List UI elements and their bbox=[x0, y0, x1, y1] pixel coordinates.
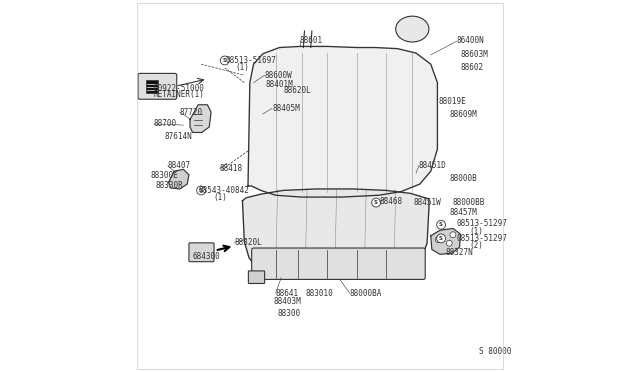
Text: 88000BA: 88000BA bbox=[349, 289, 382, 298]
Polygon shape bbox=[190, 105, 211, 132]
Polygon shape bbox=[168, 169, 189, 189]
Text: 88603M: 88603M bbox=[460, 51, 488, 60]
Text: 88403M: 88403M bbox=[274, 297, 301, 306]
Circle shape bbox=[446, 240, 452, 246]
Text: S: S bbox=[439, 236, 443, 241]
Text: 88401M: 88401M bbox=[266, 80, 293, 89]
Text: S: S bbox=[374, 200, 378, 205]
Polygon shape bbox=[248, 46, 437, 197]
FancyBboxPatch shape bbox=[138, 73, 177, 99]
Text: 08543-40842: 08543-40842 bbox=[198, 186, 249, 195]
Text: 88609M: 88609M bbox=[449, 109, 477, 119]
Text: S: S bbox=[199, 188, 203, 193]
Polygon shape bbox=[243, 189, 429, 278]
Ellipse shape bbox=[396, 16, 429, 42]
Text: 08513-51297: 08513-51297 bbox=[456, 219, 508, 228]
Text: 88418: 88418 bbox=[220, 164, 243, 173]
Text: 88601: 88601 bbox=[300, 36, 323, 45]
Text: 88300: 88300 bbox=[278, 309, 301, 318]
Text: 88451D: 88451D bbox=[419, 161, 447, 170]
Text: S: S bbox=[223, 58, 227, 63]
Text: 88320L: 88320L bbox=[234, 238, 262, 247]
Text: 88330R: 88330R bbox=[156, 182, 184, 190]
Text: RETAINER(1): RETAINER(1) bbox=[153, 90, 204, 99]
Text: S: S bbox=[439, 222, 443, 227]
Text: (1): (1) bbox=[470, 227, 483, 235]
Text: 883010: 883010 bbox=[305, 289, 333, 298]
Text: 88700: 88700 bbox=[154, 119, 177, 128]
Text: 88451W: 88451W bbox=[413, 198, 441, 207]
Text: 00922-51000: 00922-51000 bbox=[154, 84, 205, 93]
Circle shape bbox=[435, 237, 441, 243]
Text: 87720: 87720 bbox=[180, 108, 203, 117]
Text: (1): (1) bbox=[213, 193, 227, 202]
Circle shape bbox=[220, 56, 229, 65]
Text: S 80000: S 80000 bbox=[479, 347, 511, 356]
Text: 88620L: 88620L bbox=[283, 86, 311, 94]
Circle shape bbox=[372, 198, 381, 207]
Text: 684300: 684300 bbox=[193, 252, 220, 262]
Text: 88457M: 88457M bbox=[450, 208, 477, 217]
Text: 88602: 88602 bbox=[460, 63, 483, 72]
Text: 88019E: 88019E bbox=[438, 97, 466, 106]
Text: 88407: 88407 bbox=[168, 161, 191, 170]
Text: 88300E: 88300E bbox=[151, 171, 179, 180]
Text: (1): (1) bbox=[235, 63, 249, 72]
Polygon shape bbox=[431, 228, 460, 254]
Text: 88405M: 88405M bbox=[272, 104, 300, 113]
Text: (2): (2) bbox=[470, 241, 483, 250]
Text: 88468: 88468 bbox=[379, 197, 402, 206]
Text: 88000BB: 88000BB bbox=[453, 198, 485, 207]
Circle shape bbox=[450, 232, 456, 238]
Text: 88000B: 88000B bbox=[449, 174, 477, 183]
Text: 86400N: 86400N bbox=[456, 36, 484, 45]
Circle shape bbox=[436, 220, 445, 229]
Text: 88600W: 88600W bbox=[264, 71, 292, 80]
Text: 87614N: 87614N bbox=[165, 132, 193, 141]
Text: 08513-51697: 08513-51697 bbox=[226, 56, 276, 65]
Text: 88327N: 88327N bbox=[445, 248, 474, 257]
Text: 88641: 88641 bbox=[276, 289, 299, 298]
FancyBboxPatch shape bbox=[189, 243, 214, 262]
Bar bbox=[147, 80, 157, 93]
FancyBboxPatch shape bbox=[248, 271, 264, 283]
Circle shape bbox=[196, 186, 205, 195]
FancyBboxPatch shape bbox=[252, 248, 425, 279]
Text: 08513-51297: 08513-51297 bbox=[456, 234, 508, 243]
Circle shape bbox=[436, 234, 445, 243]
